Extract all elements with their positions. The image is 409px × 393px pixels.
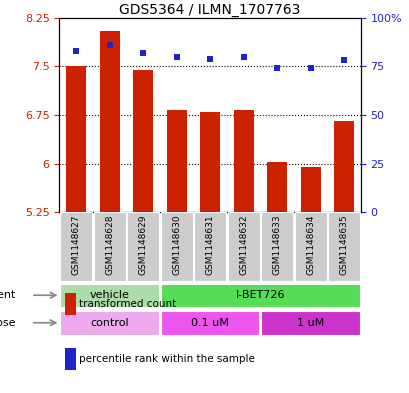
Text: GSM1148629: GSM1148629	[138, 214, 147, 275]
Bar	[93, 212, 126, 281]
Point	[207, 55, 213, 62]
Point	[173, 53, 180, 60]
Text: GSM1148630: GSM1148630	[172, 214, 181, 275]
Point	[240, 53, 246, 60]
Text: dose: dose	[0, 318, 16, 328]
Text: percentile rank within the sample: percentile rank within the sample	[79, 354, 254, 364]
Text: control: control	[90, 318, 129, 328]
Point	[340, 57, 346, 64]
Bar	[333, 121, 353, 212]
Bar	[261, 212, 292, 281]
Bar	[294, 212, 326, 281]
Bar	[166, 110, 186, 212]
Bar	[65, 293, 76, 315]
Bar	[99, 31, 119, 212]
Bar	[266, 162, 286, 212]
Text: transformed count: transformed count	[79, 299, 176, 309]
Bar	[160, 212, 192, 281]
Point	[73, 48, 79, 54]
Text: GSM1148632: GSM1148632	[238, 214, 247, 275]
Bar	[233, 110, 253, 212]
Text: GSM1148627: GSM1148627	[72, 214, 81, 275]
Point	[106, 42, 113, 48]
Text: I-BET726: I-BET726	[235, 290, 284, 300]
Point	[307, 65, 313, 72]
Bar	[327, 212, 359, 281]
Text: GSM1148631: GSM1148631	[205, 214, 214, 275]
Bar	[193, 212, 226, 281]
Bar	[60, 212, 92, 281]
Text: 1 uM: 1 uM	[296, 318, 324, 328]
Bar	[60, 284, 159, 307]
Text: GSM1148635: GSM1148635	[339, 214, 348, 275]
Point	[139, 50, 146, 56]
Text: GSM1148634: GSM1148634	[306, 214, 314, 275]
Bar	[300, 167, 320, 212]
Text: 0.1 uM: 0.1 uM	[191, 318, 229, 328]
Bar	[261, 312, 359, 335]
Title: GDS5364 / ILMN_1707763: GDS5364 / ILMN_1707763	[119, 3, 300, 17]
Text: agent: agent	[0, 290, 16, 300]
Text: GSM1148633: GSM1148633	[272, 214, 281, 275]
Bar	[160, 284, 359, 307]
Bar	[133, 70, 153, 212]
Bar	[160, 312, 259, 335]
Bar	[60, 312, 159, 335]
Text: vehicle: vehicle	[90, 290, 129, 300]
Point	[273, 65, 280, 72]
Bar	[227, 212, 259, 281]
Bar	[66, 66, 86, 212]
Bar	[127, 212, 159, 281]
Bar	[200, 112, 220, 212]
Text: GSM1148628: GSM1148628	[105, 214, 114, 275]
Bar	[65, 348, 76, 370]
